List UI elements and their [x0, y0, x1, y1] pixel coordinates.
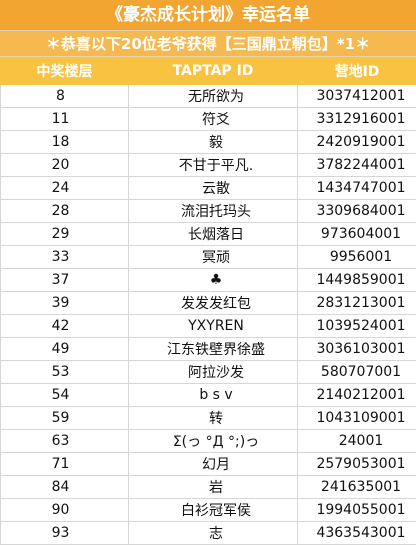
cell-camp-id: 3036103001 [298, 338, 416, 361]
header-taptap-id: TAPTAP ID [129, 58, 298, 85]
cell-camp-id: 2579053001 [298, 453, 416, 476]
page-title: 《豪杰成长计划》幸运名单 [0, 0, 416, 31]
cell-camp-id: 1449859001 [298, 269, 416, 292]
cell-floor: 53 [1, 361, 129, 384]
table-row: 54 b s v 2140212001 [1, 384, 416, 407]
cell-floor: 90 [1, 499, 129, 522]
table-row: 42 YXYREN 1039524001 [1, 315, 416, 338]
cell-taptap-id: 发发发红包 [129, 292, 298, 315]
cell-taptap-id: 不甘于平凡. [129, 154, 298, 177]
cell-floor: 24 [1, 177, 129, 200]
cell-taptap-id: 冥顽 [129, 246, 298, 269]
cell-floor: 37 [1, 269, 129, 292]
header-floor: 中奖楼层 [1, 58, 129, 85]
cell-taptap-id: 志 [129, 522, 298, 545]
cell-floor: 29 [1, 223, 129, 246]
cell-floor: 54 [1, 384, 129, 407]
cell-floor: 42 [1, 315, 129, 338]
cell-floor: 28 [1, 200, 129, 223]
cell-taptap-id: 阿拉沙发 [129, 361, 298, 384]
table-row: 28 流泪托玛头 3309684001 [1, 200, 416, 223]
cell-floor: 49 [1, 338, 129, 361]
cell-floor: 33 [1, 246, 129, 269]
header-camp-id: 营地ID [298, 58, 416, 85]
cell-taptap-id: Σ(っ °Д °;)っ [129, 430, 298, 453]
table-row: 59 转 1043109001 [1, 407, 416, 430]
cell-camp-id: 4363543001 [298, 522, 416, 545]
cell-floor: 8 [1, 85, 129, 108]
cell-taptap-id: 符爻 [129, 108, 298, 131]
cell-camp-id: 1994055001 [298, 499, 416, 522]
cell-taptap-id: 毅 [129, 131, 298, 154]
cell-camp-id: 3037412001 [298, 85, 416, 108]
table-header-row: 中奖楼层 TAPTAP ID 营地ID [1, 58, 416, 85]
cell-camp-id: 241635001 [298, 476, 416, 499]
page-subtitle: ＊恭喜以下20位老爷获得【三国鼎立朝包】*1＊ [0, 31, 416, 57]
cell-taptap-id: b s v [129, 384, 298, 407]
table-row: 93 志 4363543001 [1, 522, 416, 545]
winners-table: 中奖楼层 TAPTAP ID 营地ID 8 无所欲为 3037412001 11… [0, 57, 416, 545]
table-row: 63 Σ(っ °Д °;)っ 24001 [1, 430, 416, 453]
table-row: 84 岩 241635001 [1, 476, 416, 499]
cell-taptap-id: 幻月 [129, 453, 298, 476]
cell-camp-id: 1039524001 [298, 315, 416, 338]
cell-floor: 84 [1, 476, 129, 499]
table-row: 29 长烟落日 973604001 [1, 223, 416, 246]
table-row: 11 符爻 3312916001 [1, 108, 416, 131]
cell-taptap-id: 白衫冠军侯 [129, 499, 298, 522]
table-row: 37 ♣ 1449859001 [1, 269, 416, 292]
cell-floor: 18 [1, 131, 129, 154]
cell-camp-id: 580707001 [298, 361, 416, 384]
cell-taptap-id: 岩 [129, 476, 298, 499]
cell-camp-id: 2831213001 [298, 292, 416, 315]
cell-camp-id: 3309684001 [298, 200, 416, 223]
cell-camp-id: 2420919001 [298, 131, 416, 154]
cell-camp-id: 3312916001 [298, 108, 416, 131]
cell-taptap-id: 转 [129, 407, 298, 430]
cell-floor: 59 [1, 407, 129, 430]
cell-taptap-id: 无所欲为 [129, 85, 298, 108]
table-row: 24 云散 1434747001 [1, 177, 416, 200]
table-row: 18 毅 2420919001 [1, 131, 416, 154]
cell-taptap-id: 流泪托玛头 [129, 200, 298, 223]
cell-camp-id: 9956001 [298, 246, 416, 269]
cell-taptap-id: YXYREN [129, 315, 298, 338]
cell-camp-id: 1434747001 [298, 177, 416, 200]
cell-floor: 39 [1, 292, 129, 315]
cell-taptap-id: 江东铁壁界徐盛 [129, 338, 298, 361]
table-row: 20 不甘于平凡. 3782244001 [1, 154, 416, 177]
table-row: 8 无所欲为 3037412001 [1, 85, 416, 108]
table-row: 39 发发发红包 2831213001 [1, 292, 416, 315]
cell-taptap-id: ♣ [129, 269, 298, 292]
cell-floor: 71 [1, 453, 129, 476]
table-row: 90 白衫冠军侯 1994055001 [1, 499, 416, 522]
cell-floor: 20 [1, 154, 129, 177]
table-row: 53 阿拉沙发 580707001 [1, 361, 416, 384]
cell-taptap-id: 云散 [129, 177, 298, 200]
cell-camp-id: 3782244001 [298, 154, 416, 177]
cell-camp-id: 1043109001 [298, 407, 416, 430]
cell-floor: 93 [1, 522, 129, 545]
cell-camp-id: 24001 [298, 430, 416, 453]
cell-floor: 63 [1, 430, 129, 453]
table-row: 71 幻月 2579053001 [1, 453, 416, 476]
cell-camp-id: 2140212001 [298, 384, 416, 407]
cell-camp-id: 973604001 [298, 223, 416, 246]
cell-floor: 11 [1, 108, 129, 131]
table-row: 33 冥顽 9956001 [1, 246, 416, 269]
table-row: 49 江东铁壁界徐盛 3036103001 [1, 338, 416, 361]
cell-taptap-id: 长烟落日 [129, 223, 298, 246]
